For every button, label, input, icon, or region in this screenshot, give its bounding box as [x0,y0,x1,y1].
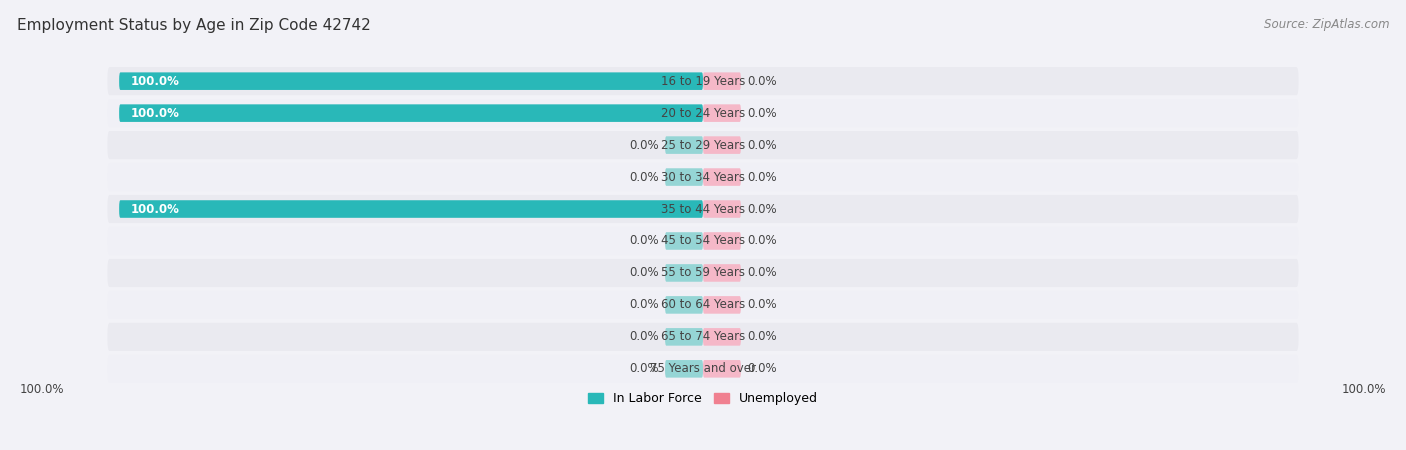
Text: 0.0%: 0.0% [747,362,776,375]
Text: 55 to 59 Years: 55 to 59 Years [661,266,745,279]
Text: 25 to 29 Years: 25 to 29 Years [661,139,745,152]
FancyBboxPatch shape [107,99,1299,127]
FancyBboxPatch shape [703,328,741,346]
FancyBboxPatch shape [107,163,1299,191]
FancyBboxPatch shape [703,168,741,186]
FancyBboxPatch shape [665,136,703,154]
FancyBboxPatch shape [107,291,1299,319]
FancyBboxPatch shape [107,355,1299,383]
FancyBboxPatch shape [703,232,741,250]
Text: 0.0%: 0.0% [747,139,776,152]
FancyBboxPatch shape [107,259,1299,287]
FancyBboxPatch shape [665,264,703,282]
Text: 0.0%: 0.0% [630,266,659,279]
FancyBboxPatch shape [107,67,1299,95]
Text: 0.0%: 0.0% [630,171,659,184]
Legend: In Labor Force, Unemployed: In Labor Force, Unemployed [583,387,823,410]
Text: 0.0%: 0.0% [747,107,776,120]
Text: 45 to 54 Years: 45 to 54 Years [661,234,745,248]
Text: 0.0%: 0.0% [630,139,659,152]
FancyBboxPatch shape [120,200,703,218]
Text: 100.0%: 100.0% [20,383,65,396]
FancyBboxPatch shape [703,72,741,90]
Text: 20 to 24 Years: 20 to 24 Years [661,107,745,120]
Text: 0.0%: 0.0% [630,234,659,248]
FancyBboxPatch shape [107,195,1299,223]
FancyBboxPatch shape [665,168,703,186]
Text: 0.0%: 0.0% [747,330,776,343]
Text: 100.0%: 100.0% [131,202,180,216]
FancyBboxPatch shape [703,296,741,314]
Text: 0.0%: 0.0% [630,330,659,343]
Text: 0.0%: 0.0% [630,298,659,311]
FancyBboxPatch shape [703,200,741,218]
FancyBboxPatch shape [120,104,703,122]
Text: 0.0%: 0.0% [747,298,776,311]
Text: 0.0%: 0.0% [747,171,776,184]
Text: 16 to 19 Years: 16 to 19 Years [661,75,745,88]
FancyBboxPatch shape [665,360,703,378]
Text: 0.0%: 0.0% [630,362,659,375]
FancyBboxPatch shape [703,360,741,378]
FancyBboxPatch shape [703,264,741,282]
FancyBboxPatch shape [665,328,703,346]
Text: 35 to 44 Years: 35 to 44 Years [661,202,745,216]
Text: 0.0%: 0.0% [747,202,776,216]
Text: 100.0%: 100.0% [131,107,180,120]
FancyBboxPatch shape [703,136,741,154]
Text: 0.0%: 0.0% [747,266,776,279]
Text: 65 to 74 Years: 65 to 74 Years [661,330,745,343]
Text: 100.0%: 100.0% [1341,383,1386,396]
FancyBboxPatch shape [107,227,1299,255]
FancyBboxPatch shape [107,131,1299,159]
FancyBboxPatch shape [665,232,703,250]
Text: 0.0%: 0.0% [747,75,776,88]
Text: 60 to 64 Years: 60 to 64 Years [661,298,745,311]
Text: Employment Status by Age in Zip Code 42742: Employment Status by Age in Zip Code 427… [17,18,371,33]
Text: 75 Years and over: 75 Years and over [650,362,756,375]
Text: 30 to 34 Years: 30 to 34 Years [661,171,745,184]
Text: 100.0%: 100.0% [131,75,180,88]
Text: Source: ZipAtlas.com: Source: ZipAtlas.com [1264,18,1389,31]
FancyBboxPatch shape [703,104,741,122]
Text: 0.0%: 0.0% [747,234,776,248]
FancyBboxPatch shape [120,72,703,90]
FancyBboxPatch shape [107,323,1299,351]
FancyBboxPatch shape [665,296,703,314]
